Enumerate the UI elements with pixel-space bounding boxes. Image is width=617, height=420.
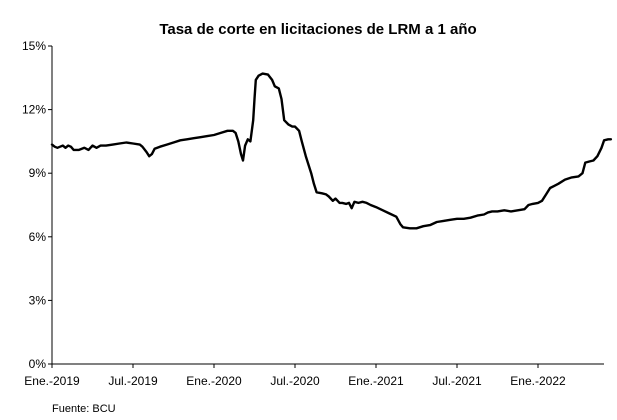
y-axis: 0% 3% 6% 9% 12% 15%: [22, 39, 53, 371]
x-tick-label: Ene.-2019: [24, 374, 80, 388]
x-tick-label: Ene.-2021: [348, 374, 404, 388]
x-tick-label: Ene.-2022: [510, 374, 566, 388]
chart-title: Tasa de corte en licitaciones de LRM a 1…: [159, 21, 476, 38]
x-tick-label: Jul.-2019: [108, 374, 158, 388]
y-tick-label: 0%: [29, 357, 47, 371]
x-axis: Ene.-2019 Jul.-2019 Ene.-2020 Jul.-2020 Ene.…: [24, 363, 604, 388]
source-note: Fuente: BCU: [52, 403, 116, 415]
series-group: [50, 72, 613, 230]
y-tick-label: 9%: [29, 166, 47, 180]
series-line: [50, 72, 613, 230]
y-tick-label: 6%: [29, 230, 47, 244]
y-tick-label: 12%: [22, 103, 46, 117]
x-tick-label: Jul.-2020: [270, 374, 320, 388]
y-tick-label: 15%: [22, 39, 46, 53]
x-tick-label: Ene.-2020: [186, 374, 242, 388]
y-tick-label: 3%: [29, 293, 47, 307]
x-tick-label: Jul.-2021: [432, 374, 482, 388]
